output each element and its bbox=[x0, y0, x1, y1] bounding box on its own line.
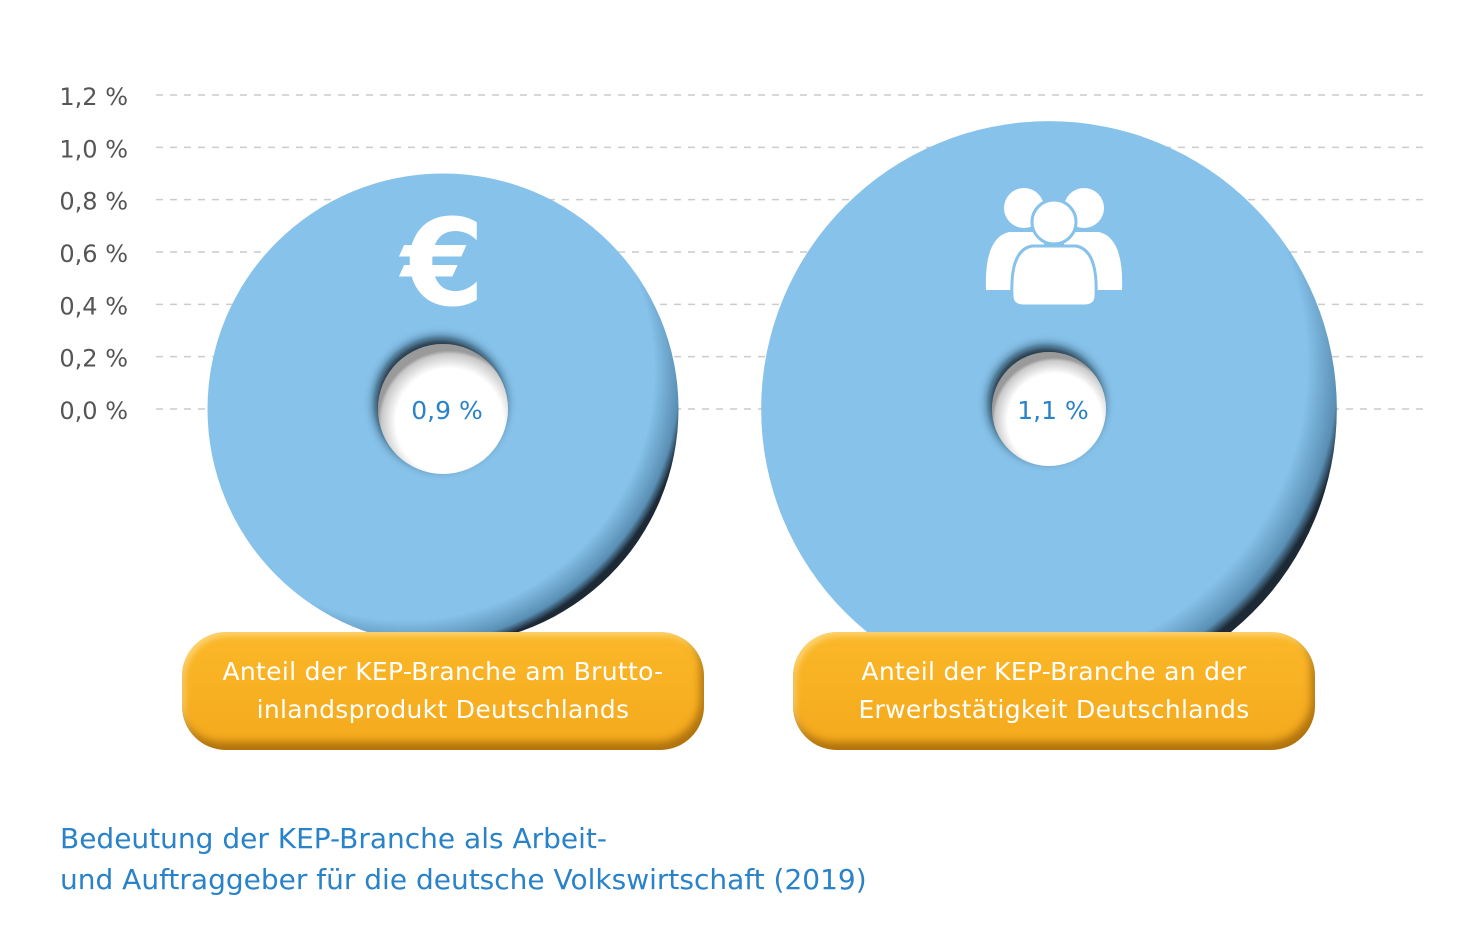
bubble-1: 0,9 % € bbox=[207, 173, 679, 645]
svg-text:€: € bbox=[398, 195, 485, 334]
y-tick-label: 1,0 % bbox=[59, 135, 128, 163]
y-tick-label: 0,2 % bbox=[59, 345, 128, 373]
label-line: Anteil der KEP-Branche an der bbox=[861, 657, 1247, 686]
euro-icon: € bbox=[398, 195, 485, 334]
people-group-icon bbox=[985, 188, 1123, 308]
chart-caption: Bedeutung der KEP-Branche als Arbeit- un… bbox=[60, 818, 867, 900]
label-line: inlandsprodukt Deutschlands bbox=[256, 695, 630, 724]
value-label: 0,9 % bbox=[411, 396, 482, 425]
y-tick-label: 0,6 % bbox=[59, 240, 128, 268]
value-hole bbox=[992, 352, 1106, 466]
caption-line: Bedeutung der KEP-Branche als Arbeit- bbox=[60, 822, 608, 855]
caption-line: und Auftraggeber für die deutsche Volksw… bbox=[60, 863, 867, 896]
y-tick-label: 0,8 % bbox=[59, 188, 128, 216]
label-employment-share: Anteil der KEP-Branche an der Erwerbstäti… bbox=[793, 632, 1315, 750]
y-tick-label: 1,2 % bbox=[59, 83, 128, 111]
label-line: Erwerbstätigkeit Deutschlands bbox=[858, 695, 1250, 724]
label-line: Anteil der KEP-Branche am Brutto- bbox=[222, 657, 664, 686]
value-label: 1,1 % bbox=[1017, 396, 1088, 425]
value-hole bbox=[378, 344, 508, 474]
y-tick-label: 0,0 % bbox=[59, 397, 128, 425]
bubble-2: 1,1 % bbox=[761, 121, 1337, 697]
y-tick-label: 0,4 % bbox=[59, 292, 128, 320]
label-gdp-share: Anteil der KEP-Branche am Brutto-inlands… bbox=[182, 632, 704, 750]
